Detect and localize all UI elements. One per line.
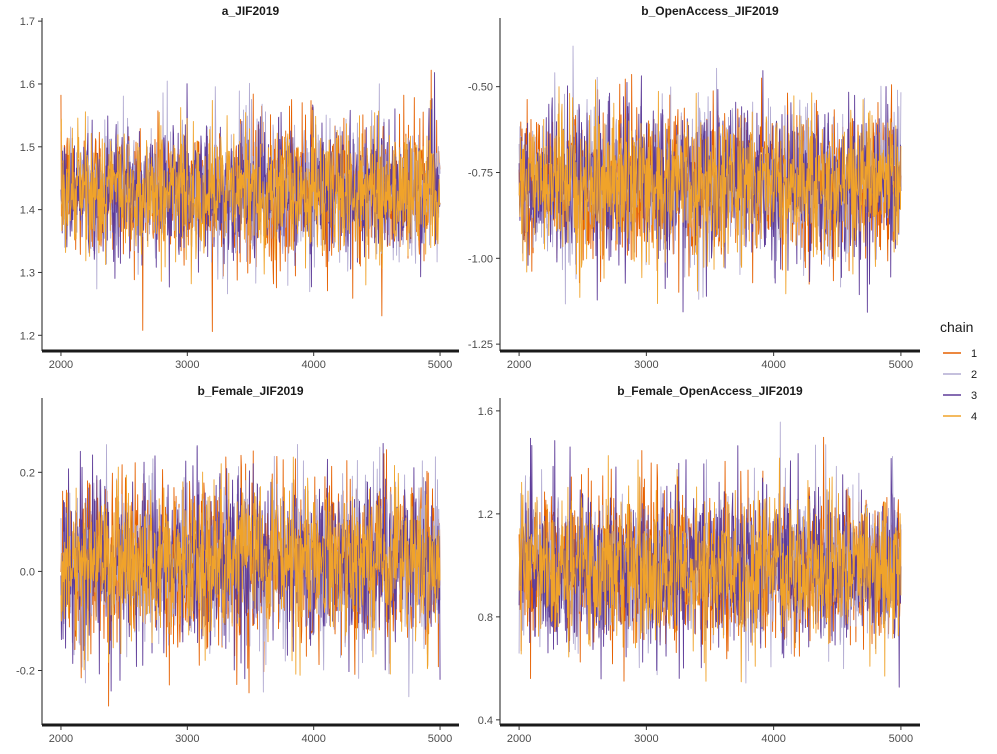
- y-tick-label: 1.5: [20, 142, 35, 154]
- x-tick-label: 4000: [761, 733, 785, 745]
- y-tick-label: 1.3: [20, 267, 35, 279]
- legend-label-chain-3: 3: [971, 390, 977, 402]
- x-tick-label: 2000: [507, 359, 531, 371]
- legend-label-chain-4: 4: [971, 411, 977, 423]
- chain-4-trace: [60, 456, 441, 676]
- panel-title: a_JIF2019: [222, 4, 280, 18]
- y-tick-label: 0.8: [478, 612, 493, 624]
- panel-title: b_Female_OpenAccess_JIF2019: [617, 384, 803, 398]
- chain-4-trace: [60, 99, 441, 286]
- trace-panel: b_Female_JIF2019 -0.2 0.0 0.2 2000 3000 4000 50…: [16, 384, 459, 745]
- y-tick-label: 1.4: [20, 205, 35, 217]
- x-tick-label: 4000: [301, 733, 325, 745]
- trace-panel: b_OpenAccess_JIF2019 -1.25 -1.00 -0.75 -0.50…: [468, 4, 920, 371]
- trace-panel: b_Female_OpenAccess_JIF2019 0.4 0.8 1.2 1.6 2…: [478, 384, 920, 745]
- x-tick-label: 4000: [761, 359, 785, 371]
- x-tick-label: 3000: [175, 733, 199, 745]
- trace-lines: [60, 442, 441, 707]
- x-tick-label: 4000: [301, 359, 325, 371]
- y-tick-label: -0.75: [468, 167, 493, 179]
- x-tick-label: 3000: [634, 359, 658, 371]
- y-tick-label: -1.25: [468, 339, 493, 351]
- y-tick-label: 0.4: [478, 715, 493, 727]
- trace-lines: [518, 421, 902, 688]
- y-tick-label: 1.7: [20, 16, 35, 28]
- trace-lines: [60, 69, 441, 332]
- x-tick-label: 5000: [428, 359, 452, 371]
- y-tick-label: 0.2: [20, 467, 35, 479]
- x-tick-label: 5000: [889, 359, 913, 371]
- y-tick-label: -1.00: [468, 253, 493, 265]
- legend-label-chain-1: 1: [971, 348, 977, 360]
- y-tick-label: 1.2: [20, 330, 35, 342]
- legend-title: chain: [940, 319, 973, 335]
- x-tick-label: 2000: [49, 733, 73, 745]
- legend: chain 1 2 3 4: [940, 319, 977, 423]
- x-tick-label: 3000: [634, 733, 658, 745]
- y-tick-label: 0.0: [20, 566, 35, 578]
- x-tick-label: 5000: [428, 733, 452, 745]
- y-tick-label: -0.50: [468, 82, 493, 94]
- trace-panel: a_JIF2019 1.2 1.3 1.4 1.5 1.6 1.7 2000 3000 4000 5…: [20, 4, 459, 371]
- chain-4-trace: [518, 455, 902, 683]
- x-tick-label: 5000: [889, 733, 913, 745]
- legend-label-chain-2: 2: [971, 369, 977, 381]
- y-tick-label: -0.2: [16, 666, 35, 678]
- chain-4-trace: [518, 79, 902, 304]
- y-tick-label: 1.2: [478, 509, 493, 521]
- y-tick-label: 1.6: [20, 79, 35, 91]
- y-tick-label: 1.6: [478, 406, 493, 418]
- trace-lines: [518, 45, 902, 313]
- legend-entries: 1 2 3 4: [943, 348, 977, 423]
- x-tick-label: 2000: [507, 733, 531, 745]
- panel-title: b_Female_JIF2019: [197, 384, 303, 398]
- panel-title: b_OpenAccess_JIF2019: [641, 4, 779, 18]
- x-tick-label: 3000: [175, 359, 199, 371]
- x-tick-label: 2000: [49, 359, 73, 371]
